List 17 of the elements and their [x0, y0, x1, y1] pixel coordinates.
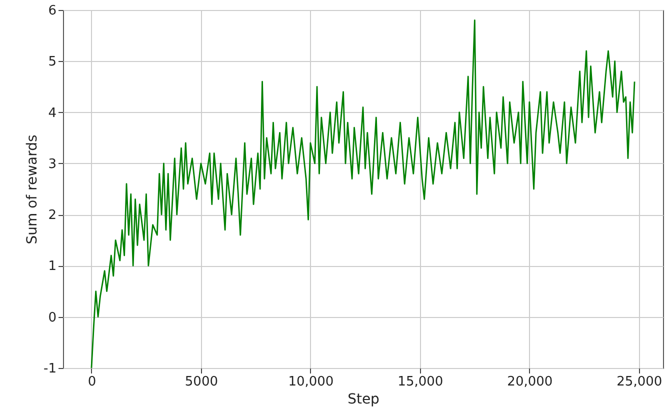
y-tick-label: 3: [48, 156, 56, 172]
line-series: [90, 20, 636, 369]
y-tick-label: 2: [48, 208, 56, 224]
x-tick-label: 20,000: [507, 374, 553, 390]
x-tick-label: 10,000: [288, 374, 334, 390]
x-tick-label: 5000: [184, 374, 218, 390]
y-axis-title: Sum of rewards: [24, 134, 41, 244]
x-tick-label: 25,000: [616, 374, 662, 390]
y-tick-label: 1: [48, 259, 56, 274]
y-tick-label: 4: [48, 106, 56, 121]
y-tick-label: -1: [44, 362, 56, 376]
x-tick-label: 15,000: [398, 374, 444, 390]
y-tick-label: 6: [48, 4, 56, 18]
x-axis-title: Step: [348, 392, 380, 408]
x-tick-label: 0: [88, 374, 96, 390]
y-tick-label: 0: [48, 310, 56, 326]
y-tick-label: 5: [48, 54, 56, 70]
